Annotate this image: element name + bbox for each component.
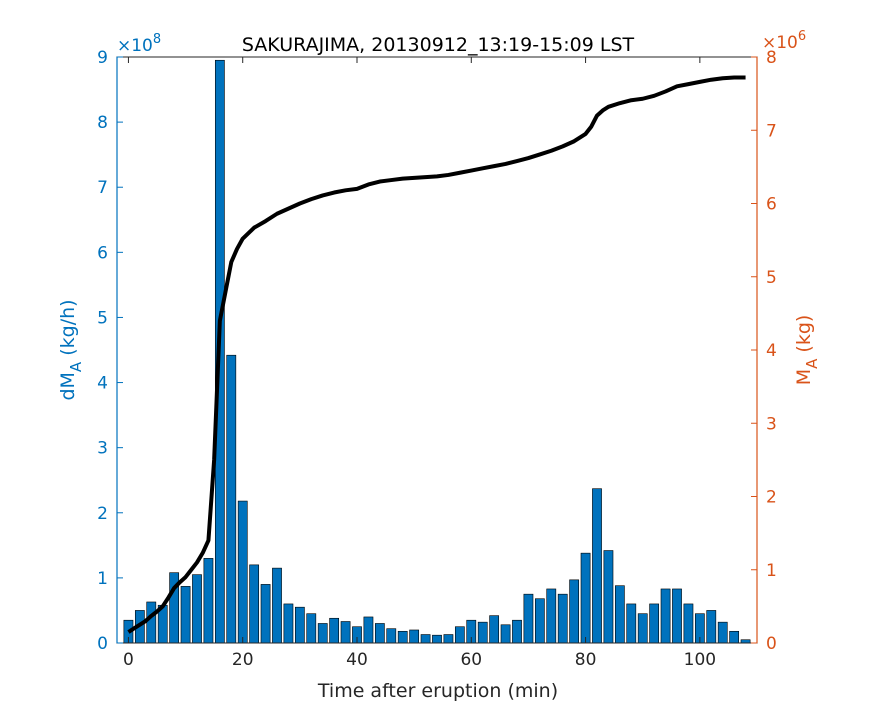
bar bbox=[649, 603, 660, 644]
bar bbox=[592, 488, 602, 644]
bar bbox=[729, 630, 740, 644]
tick-label: 9 bbox=[97, 48, 108, 68]
x-axis-label: Time after eruption (min) bbox=[317, 680, 558, 702]
bar bbox=[146, 601, 157, 644]
bar bbox=[683, 603, 694, 644]
right-ticks: 0 1 2 3 4 5 6 7 8 bbox=[751, 48, 777, 654]
tick-label: 2 bbox=[766, 488, 777, 508]
bar bbox=[557, 593, 568, 644]
left-axis-label: dMA (kg/h) bbox=[57, 299, 85, 400]
tick-label: 60 bbox=[460, 650, 482, 670]
left-ticks: 0 1 2 3 4 5 6 7 8 9 bbox=[97, 48, 123, 654]
tick-label: 4 bbox=[97, 374, 108, 394]
bar bbox=[614, 585, 625, 644]
bar bbox=[260, 584, 271, 644]
bar bbox=[523, 593, 534, 644]
bar bbox=[512, 619, 522, 644]
tick-label: 5 bbox=[97, 308, 108, 328]
chart-title: SAKURAJIMA, 20130912_13:19-15:09 LST bbox=[242, 34, 635, 56]
bar bbox=[489, 615, 500, 644]
bar bbox=[454, 626, 465, 644]
bar bbox=[192, 574, 202, 644]
bar bbox=[432, 634, 442, 644]
bar bbox=[477, 621, 488, 644]
bar bbox=[329, 617, 340, 644]
bar bbox=[180, 586, 191, 644]
tick-label: 5 bbox=[766, 268, 777, 288]
bar bbox=[637, 613, 648, 644]
tick-label: 2 bbox=[97, 504, 108, 524]
bar bbox=[249, 564, 260, 644]
bar bbox=[374, 623, 385, 644]
bar bbox=[237, 500, 248, 644]
bar bbox=[363, 616, 374, 644]
bar bbox=[580, 552, 591, 644]
bar bbox=[706, 610, 717, 644]
bar bbox=[283, 603, 294, 644]
tick-label: 40 bbox=[346, 650, 368, 670]
tick-label: 4 bbox=[766, 341, 777, 361]
svg-text:dMA (kg/h): dMA (kg/h) bbox=[57, 299, 85, 400]
bar bbox=[534, 598, 545, 644]
bar bbox=[272, 567, 282, 644]
bar bbox=[546, 588, 557, 644]
tick-label: 6 bbox=[97, 243, 108, 263]
tick-label: 0 bbox=[123, 650, 134, 670]
tick-label: 3 bbox=[97, 439, 108, 459]
tick-label: 3 bbox=[766, 414, 777, 434]
bar bbox=[672, 588, 682, 644]
bar bbox=[603, 550, 614, 644]
bar bbox=[306, 613, 317, 644]
line-series bbox=[127, 75, 746, 634]
tick-label: 0 bbox=[766, 634, 777, 654]
bar bbox=[500, 624, 511, 644]
tick-label: 7 bbox=[97, 178, 108, 198]
tick-label: 1 bbox=[766, 561, 777, 581]
left-axis-multiplier: ×108 bbox=[117, 32, 161, 56]
bar bbox=[340, 621, 351, 644]
bar bbox=[420, 634, 431, 644]
svg-text:MA (kg): MA (kg) bbox=[793, 315, 821, 386]
bar bbox=[294, 606, 305, 644]
bar bbox=[226, 354, 237, 644]
tick-label: 0 bbox=[97, 634, 108, 654]
bar bbox=[397, 630, 408, 644]
tick-label: 8 bbox=[97, 113, 108, 133]
bar bbox=[569, 579, 580, 644]
tick-label: 80 bbox=[575, 650, 597, 670]
tick-label: 8 bbox=[766, 48, 777, 68]
bottom-ticks: 0 20 40 60 80 100 bbox=[123, 57, 716, 670]
right-axis-label: MA (kg) bbox=[793, 315, 821, 386]
tick-label: 1 bbox=[97, 569, 108, 589]
tick-label: 100 bbox=[684, 650, 716, 670]
bar bbox=[203, 558, 214, 644]
bar bbox=[626, 603, 637, 644]
plot-frame bbox=[116, 56, 758, 644]
tick-label: 20 bbox=[232, 650, 254, 670]
bar bbox=[443, 634, 454, 644]
tick-label: 6 bbox=[766, 195, 777, 215]
bar bbox=[317, 623, 328, 644]
tick-label: 7 bbox=[766, 121, 777, 141]
right-axis-multiplier: ×106 bbox=[762, 29, 806, 53]
cumulative-mass-line bbox=[127, 75, 746, 634]
bar bbox=[717, 621, 728, 644]
bar bbox=[386, 628, 397, 644]
bar bbox=[409, 629, 420, 644]
bar bbox=[660, 588, 671, 644]
